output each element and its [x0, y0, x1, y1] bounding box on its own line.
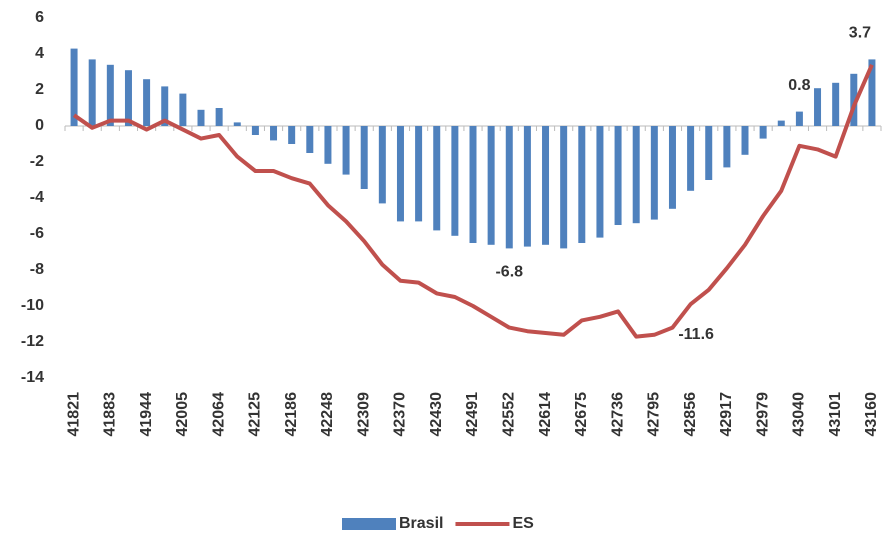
x-tick-label: 42917 — [718, 392, 735, 437]
y-tick-label: -6 — [30, 225, 44, 242]
bar — [578, 126, 586, 243]
x-tick-label: 42248 — [319, 392, 336, 437]
bar — [143, 79, 151, 126]
legend-label: ES — [512, 515, 534, 532]
x-tick-label: 42552 — [500, 392, 517, 437]
bar — [197, 109, 205, 126]
bar — [396, 126, 404, 222]
bar — [523, 126, 531, 247]
bar — [433, 126, 441, 231]
bar — [687, 126, 695, 191]
bar — [106, 64, 114, 126]
data-label: -6.8 — [495, 264, 523, 281]
bar — [632, 126, 640, 224]
bar — [360, 126, 368, 189]
x-tick-label: 42675 — [573, 392, 590, 437]
x-tick-label: 42430 — [428, 392, 445, 437]
x-tick-label: 42491 — [464, 392, 481, 437]
y-tick-label: 4 — [35, 45, 44, 62]
x-tick-label: 42005 — [174, 392, 191, 437]
y-tick-label: 2 — [35, 81, 44, 98]
bar — [505, 126, 513, 249]
bar — [451, 126, 459, 236]
bar — [741, 126, 749, 155]
bar — [814, 88, 822, 126]
x-tick-label: 42856 — [682, 392, 699, 437]
y-tick-label: 6 — [35, 9, 44, 26]
y-tick-label: -2 — [30, 153, 44, 170]
bar — [306, 126, 314, 153]
bar — [415, 126, 423, 222]
data-label: -11.6 — [678, 326, 714, 343]
x-tick-label: 42795 — [646, 392, 663, 437]
x-tick-label: 42309 — [355, 392, 372, 437]
bar — [795, 111, 803, 126]
bar — [832, 82, 840, 126]
bar — [378, 126, 386, 204]
bar — [542, 126, 550, 245]
y-tick-label: -12 — [21, 333, 44, 350]
y-tick-label: -14 — [21, 369, 44, 386]
bar — [233, 122, 241, 126]
bar — [88, 59, 96, 126]
bar — [650, 126, 658, 220]
bar — [251, 126, 259, 135]
x-tick-label: 41821 — [65, 392, 82, 437]
legend-label: Brasil — [399, 515, 443, 532]
y-tick-label: 0 — [35, 117, 44, 134]
y-tick-label: -4 — [30, 189, 44, 206]
bar — [487, 126, 495, 245]
bar — [614, 126, 622, 225]
bar — [70, 48, 78, 126]
x-tick-label: 42614 — [537, 392, 554, 437]
x-tick-label: 41944 — [138, 392, 155, 437]
x-tick-label: 42125 — [247, 392, 264, 437]
y-tick-label: -8 — [30, 261, 44, 278]
bar — [596, 126, 604, 238]
bar — [759, 126, 767, 139]
bar — [723, 126, 731, 168]
bar — [777, 120, 785, 126]
bar — [124, 70, 132, 126]
x-tick-label: 42186 — [283, 392, 300, 437]
bar — [288, 126, 296, 144]
x-tick-label: 42979 — [754, 392, 771, 437]
bar — [560, 126, 568, 249]
bar — [469, 126, 477, 243]
x-tick-label: 43040 — [791, 392, 808, 437]
data-label: 3.7 — [849, 25, 871, 42]
bar — [215, 108, 223, 126]
bar — [868, 59, 876, 126]
bar — [179, 93, 187, 126]
x-tick-label: 42370 — [392, 392, 409, 437]
bar — [705, 126, 713, 180]
bar — [324, 126, 332, 164]
bar — [270, 126, 278, 141]
legend-swatch — [342, 518, 396, 530]
bar — [161, 86, 169, 126]
line — [72, 63, 874, 339]
x-tick-label: 42064 — [210, 392, 227, 437]
x-tick-label: 43160 — [863, 392, 880, 437]
y-tick-label: -10 — [21, 297, 44, 314]
bar — [668, 126, 676, 209]
data-label: 0.8 — [788, 77, 810, 94]
bar — [342, 126, 350, 175]
bar — [850, 73, 858, 126]
x-tick-label: 42736 — [609, 392, 626, 437]
x-tick-label: 41883 — [102, 392, 119, 437]
x-tick-label: 43101 — [827, 392, 844, 437]
